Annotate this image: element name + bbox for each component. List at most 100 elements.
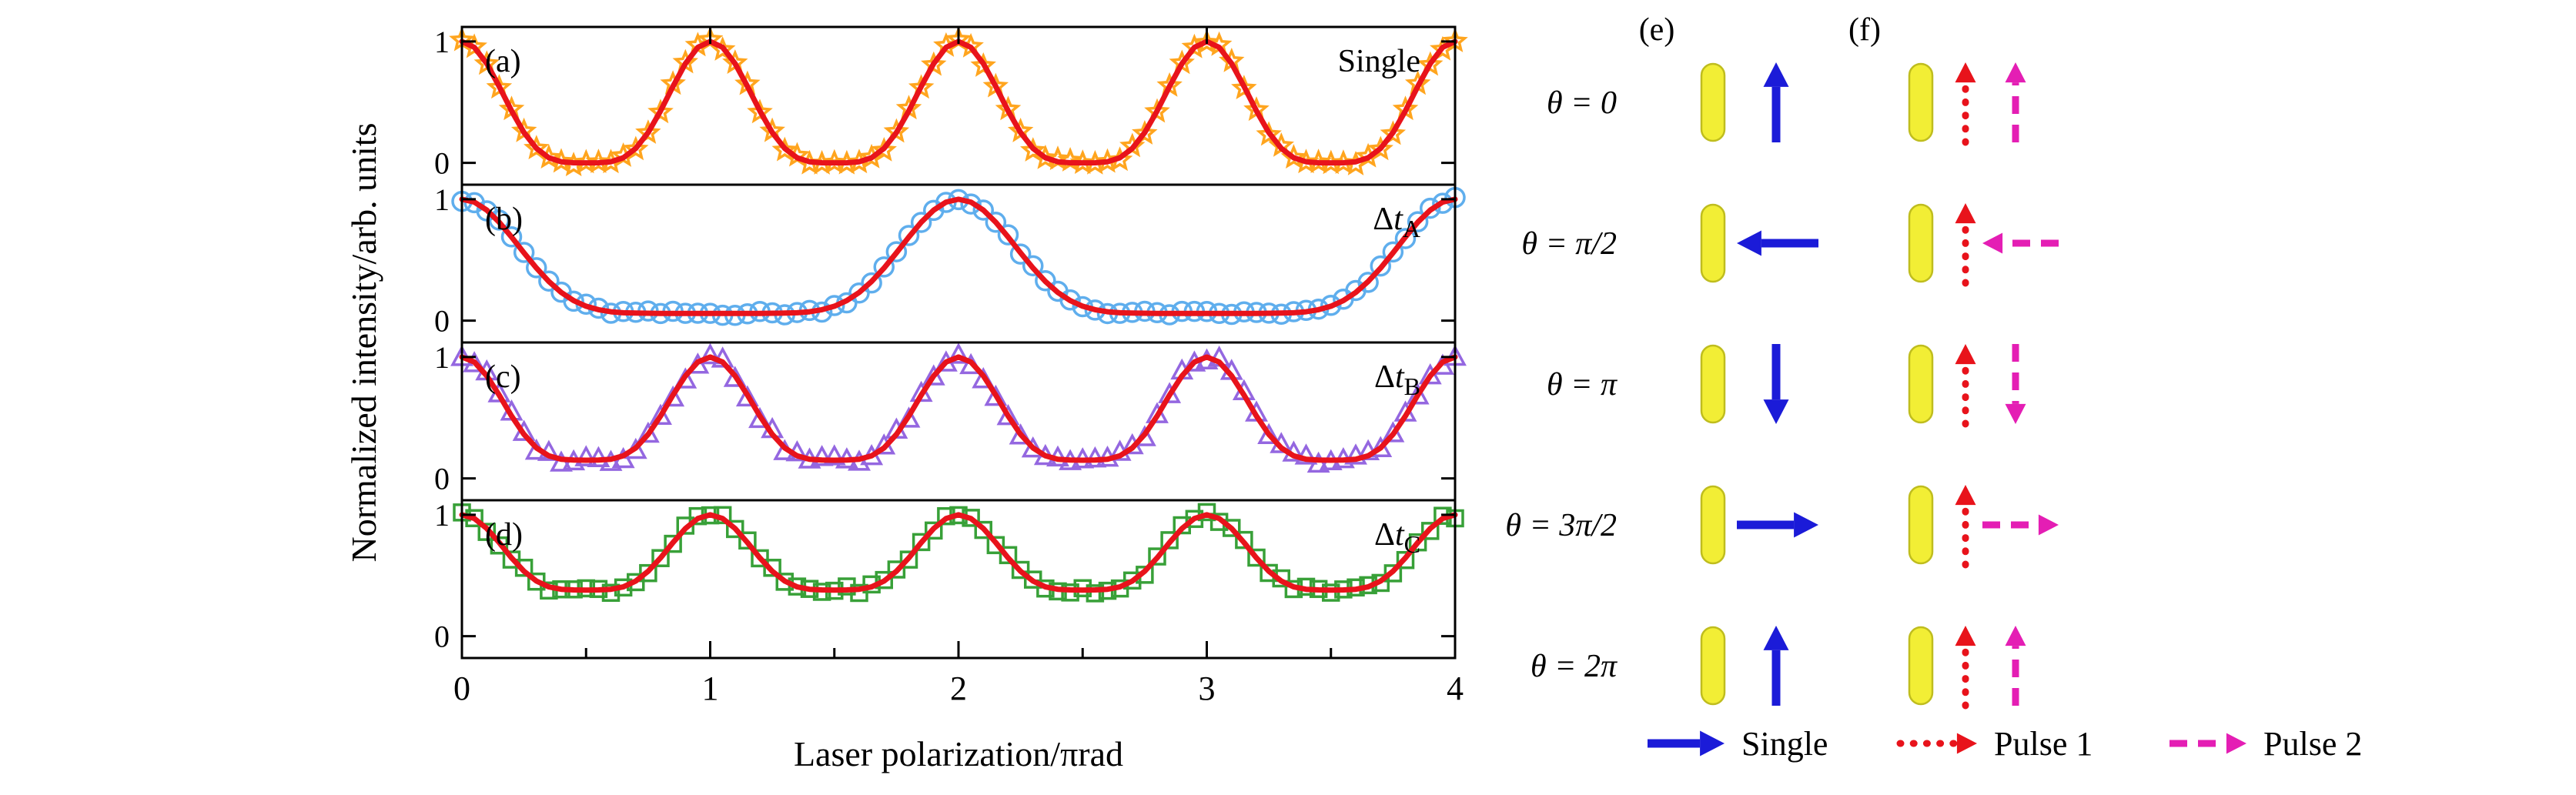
marker-point: [1132, 119, 1158, 145]
nanorod: [1908, 203, 1934, 283]
marker-point: [1432, 192, 1454, 214]
legend-item-2: Pulse 2: [2170, 725, 2362, 763]
marker-point: [985, 212, 1007, 233]
pulse1-arrow: [1955, 203, 1976, 287]
diagram-row-1: θ = π/2: [1521, 203, 2059, 287]
marker-point: [1022, 255, 1044, 277]
marker-point: [1294, 443, 1318, 465]
marker-point: [488, 209, 510, 231]
marker-point: [997, 224, 1019, 246]
legend-label: Pulse 1: [1994, 725, 2093, 763]
plot-panel-a: 0 1 (a) Single: [434, 25, 1468, 186]
y-tick-label: 1: [434, 498, 450, 533]
marker-point: [873, 256, 895, 278]
panel-letter: (d): [485, 517, 523, 553]
marker-point: [661, 385, 685, 407]
marker-point: [1197, 503, 1216, 522]
marker-point: [1123, 571, 1142, 590]
single-pulse-arrow: [1737, 230, 1818, 256]
diagram-row-2: θ = π: [1547, 344, 2026, 428]
legend-arrow: [1896, 733, 1977, 754]
panel-frame: [460, 341, 1457, 502]
pulse1-arrow: [1955, 62, 1976, 146]
marker-point: [636, 421, 660, 443]
marker-point: [1396, 550, 1415, 570]
marker-point: [810, 445, 834, 466]
nanorod: [1700, 344, 1726, 424]
x-tick-label: 3: [1199, 670, 1216, 707]
pulse1-arrow: [1955, 626, 1976, 710]
marker-point: [925, 521, 943, 540]
single-pulse-arrow: [1763, 344, 1789, 424]
marker-point: [1009, 423, 1032, 445]
plot-panel-d: 0 1 (d) ΔtC: [434, 498, 1464, 660]
panel-letter: (a): [485, 44, 521, 79]
pulse2-arrow: [1982, 232, 2059, 254]
series-label-italic: t: [1393, 202, 1403, 237]
marker-point: [1408, 533, 1427, 552]
nanorod: [1908, 626, 1934, 706]
x-tick-label: 1: [702, 670, 719, 707]
series-label-italic: t: [1395, 359, 1405, 395]
series-label-italic: t: [1395, 517, 1405, 553]
fit-line: [459, 354, 1458, 463]
marker-point: [1148, 547, 1166, 566]
arrow-head: [2005, 626, 2026, 646]
nanorod: [1908, 62, 1934, 142]
marker-point: [647, 99, 674, 124]
series-label-sub: B: [1404, 372, 1420, 400]
arrow-head: [1737, 230, 1761, 256]
marker-point: [500, 225, 523, 248]
legend-label: Pulse 2: [2263, 725, 2362, 763]
nanorod: [1700, 626, 1726, 706]
marker-point: [1381, 421, 1405, 443]
y-tick-label: 0: [434, 304, 450, 339]
series-label-main: Δ: [1373, 202, 1393, 237]
marker-point: [735, 385, 759, 407]
pulse2-arrow: [2005, 626, 2026, 706]
arrow-head: [1763, 399, 1789, 424]
marker-point: [601, 583, 621, 603]
marker-point: [513, 242, 535, 263]
arrow-head: [2226, 733, 2246, 754]
x-axis-label: Laser polarization/πrad: [794, 734, 1123, 773]
nanorod: [1700, 485, 1726, 565]
marker-point: [1406, 383, 1430, 405]
marker-point: [524, 135, 550, 160]
marker-point: [1223, 519, 1241, 537]
legend-label: Single: [1741, 725, 1828, 763]
marker-point: [514, 559, 534, 577]
y-axis-label: Normalized intensity/arb. units: [344, 122, 383, 562]
marker-point: [1380, 120, 1407, 145]
marker-point: [747, 99, 773, 124]
marker-point: [1394, 228, 1417, 249]
marker-point: [1020, 137, 1046, 162]
marker-point: [822, 444, 846, 466]
marker-point: [1011, 560, 1030, 580]
marker-point: [974, 520, 992, 539]
marker-point: [1417, 51, 1444, 76]
column-header-e: (e): [1639, 12, 1675, 48]
arrow-head: [1955, 626, 1976, 646]
marker-point: [639, 563, 657, 583]
panel-letter: (c): [485, 359, 521, 395]
marker-point: [984, 384, 1008, 406]
marker-point: [1320, 295, 1342, 316]
single-pulse-arrow: [1763, 62, 1789, 142]
marker-point: [1021, 436, 1045, 458]
marker-point: [921, 51, 947, 76]
marker-point: [1235, 530, 1253, 549]
marker-point: [664, 534, 682, 553]
marker-point: [1256, 121, 1282, 146]
marker-point: [490, 536, 509, 555]
x-tick-label: 4: [1447, 670, 1464, 707]
marker-point: [526, 257, 547, 279]
theta-label: θ = π/2: [1521, 226, 1617, 262]
fit-line: [459, 38, 1458, 166]
pulse2-arrow: [1982, 514, 2059, 536]
fit-line: [459, 196, 1458, 316]
marker-point: [651, 549, 670, 567]
series-label: ΔtC: [1374, 517, 1420, 558]
marker-point: [1193, 28, 1220, 54]
